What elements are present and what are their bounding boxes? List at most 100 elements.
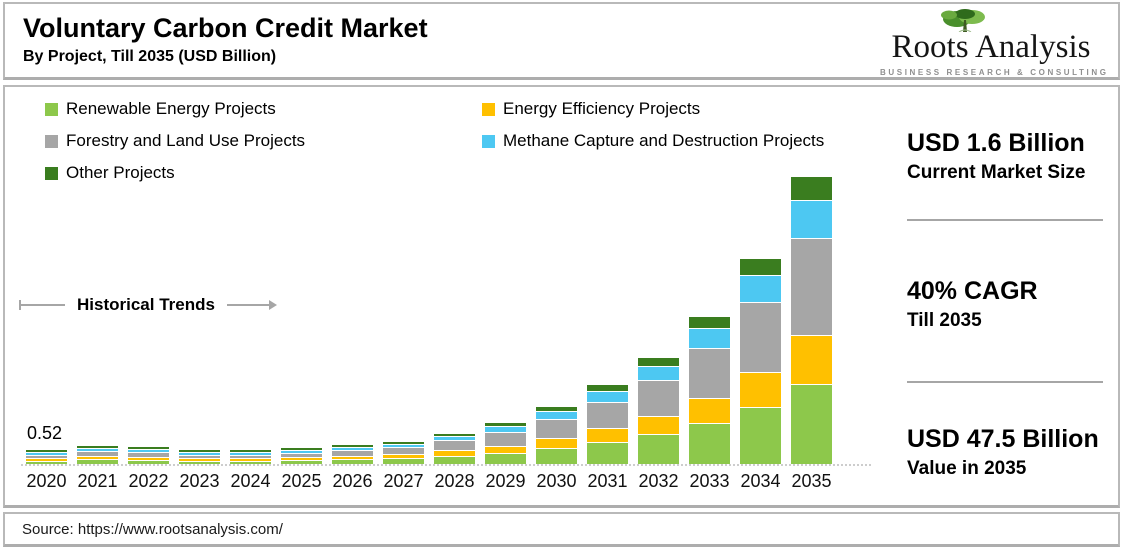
bar-segment [230, 459, 271, 461]
bar-segment [536, 407, 577, 411]
bar-segment [383, 445, 424, 447]
bar-segment [587, 429, 628, 442]
legend-item-methane: Methane Capture and Destruction Projects [482, 131, 824, 151]
bar-segment [128, 453, 169, 457]
bar-segment [740, 408, 781, 464]
bar-2031 [587, 385, 628, 464]
legend-swatch-renewable [45, 102, 58, 116]
legend-label: Energy Efficiency Projects [503, 99, 701, 118]
bar-2021 [77, 446, 118, 464]
bar-segment [332, 460, 373, 464]
x-axis-labels: 2020 2021 2022 2023 2024 2025 2026 2027 2028 2029… [26, 471, 832, 492]
bar-segment [689, 329, 730, 348]
bar-segment [485, 433, 526, 446]
bar-2035 [791, 177, 832, 464]
bar-segment [638, 381, 679, 416]
x-axis-label-2030: 2030 [536, 471, 577, 491]
x-axis-label-2020: 2020 [26, 471, 67, 491]
x-axis-line [21, 464, 871, 466]
bar-segment [689, 424, 730, 464]
legend-item-other: Other Projects [45, 163, 482, 183]
bar-segment [536, 439, 577, 448]
legend-swatch-methane [482, 134, 495, 148]
bar-segment [383, 448, 424, 454]
bar-segment [77, 457, 118, 459]
x-axis-label-2034: 2034 [740, 471, 781, 491]
bar-segment [587, 403, 628, 428]
bar-segment [230, 462, 271, 464]
x-axis-label-2021: 2021 [77, 471, 118, 491]
bar-2020 [26, 450, 67, 464]
bar-segment [434, 437, 475, 440]
bar-segment [281, 454, 322, 457]
x-axis-label-2029: 2029 [485, 471, 526, 491]
bar-segment [26, 453, 67, 455]
bar-segment [383, 455, 424, 458]
tree-icon [941, 9, 985, 32]
legend-label: Other Projects [66, 163, 175, 182]
bar-segment [230, 450, 271, 452]
bar-segment [128, 450, 169, 452]
x-axis-label-2033: 2033 [689, 471, 730, 491]
bar-segment [281, 451, 322, 453]
bar-segment [485, 447, 526, 453]
stat-cagr: 40% CAGR Till 2035 [907, 277, 1038, 332]
x-axis-label-2024: 2024 [230, 471, 271, 491]
legend-label: Renewable Energy Projects [66, 99, 276, 118]
brand-tagline: BUSINESS RESEARCH & CONSULTING [880, 68, 1109, 77]
page-subtitle: By Project, Till 2035 (USD Billion) [23, 48, 277, 66]
stat-value: USD 47.5 Billion [907, 425, 1099, 453]
bar-segment [791, 385, 832, 464]
bar-segment [689, 349, 730, 398]
source-bar: Source: https://www.rootsanalysis.com/ [3, 512, 1120, 547]
bar-segment [536, 420, 577, 438]
bar-segment [638, 358, 679, 366]
bar-segment [638, 435, 679, 464]
bar-2032 [638, 358, 679, 464]
header: Voluntary Carbon Credit Market By Projec… [3, 2, 1120, 80]
bar-2023 [179, 450, 220, 464]
x-axis-label-2031: 2031 [587, 471, 628, 491]
bar-segment [230, 456, 271, 458]
bar-segment [587, 392, 628, 402]
bar-segment [536, 449, 577, 464]
bar-segment [332, 448, 373, 450]
bar-segment [77, 460, 118, 464]
bar-segment [791, 177, 832, 200]
bar-2024 [230, 450, 271, 464]
bar-segment [26, 462, 67, 464]
bar-segment [26, 456, 67, 458]
stats-panel: USD 1.6 Billion Current Market Size 40% … [903, 87, 1109, 505]
bar-segment [281, 458, 322, 460]
bar-segment [740, 259, 781, 275]
legend-swatch-other [45, 166, 58, 180]
bar-2022 [128, 447, 169, 464]
bar-2025 [281, 448, 322, 464]
bar-segment [281, 448, 322, 450]
chart-legend: Renewable Energy Projects Energy Efficie… [45, 99, 824, 183]
stat-current-market-size: USD 1.6 Billion Current Market Size [907, 129, 1085, 184]
bar-segment [332, 451, 373, 456]
bar-segment [128, 447, 169, 449]
x-axis-label-2023: 2023 [179, 471, 220, 491]
bar-segment [434, 434, 475, 436]
bar-segment [179, 462, 220, 464]
bar-2030 [536, 407, 577, 464]
bar-segment [587, 443, 628, 464]
bar-2034 [740, 259, 781, 464]
bar-2033 [689, 317, 730, 464]
bar-2028 [434, 434, 475, 464]
stat-caption: Till 2035 [907, 310, 982, 331]
bar-segment [740, 276, 781, 302]
bar-segment [791, 336, 832, 384]
historical-trends-annotation: Historical Trends [19, 295, 277, 315]
bar-segment [77, 452, 118, 456]
legend-swatch-energy-efficiency [482, 102, 495, 116]
historical-trends-label: Historical Trends [77, 295, 215, 314]
legend-label: Forestry and Land Use Projects [66, 131, 306, 150]
left-endcap-line-icon [19, 300, 65, 310]
x-axis-label-2028: 2028 [434, 471, 475, 491]
bar-segment [740, 373, 781, 407]
chart-panel: Renewable Energy Projects Energy Efficie… [3, 85, 1120, 508]
